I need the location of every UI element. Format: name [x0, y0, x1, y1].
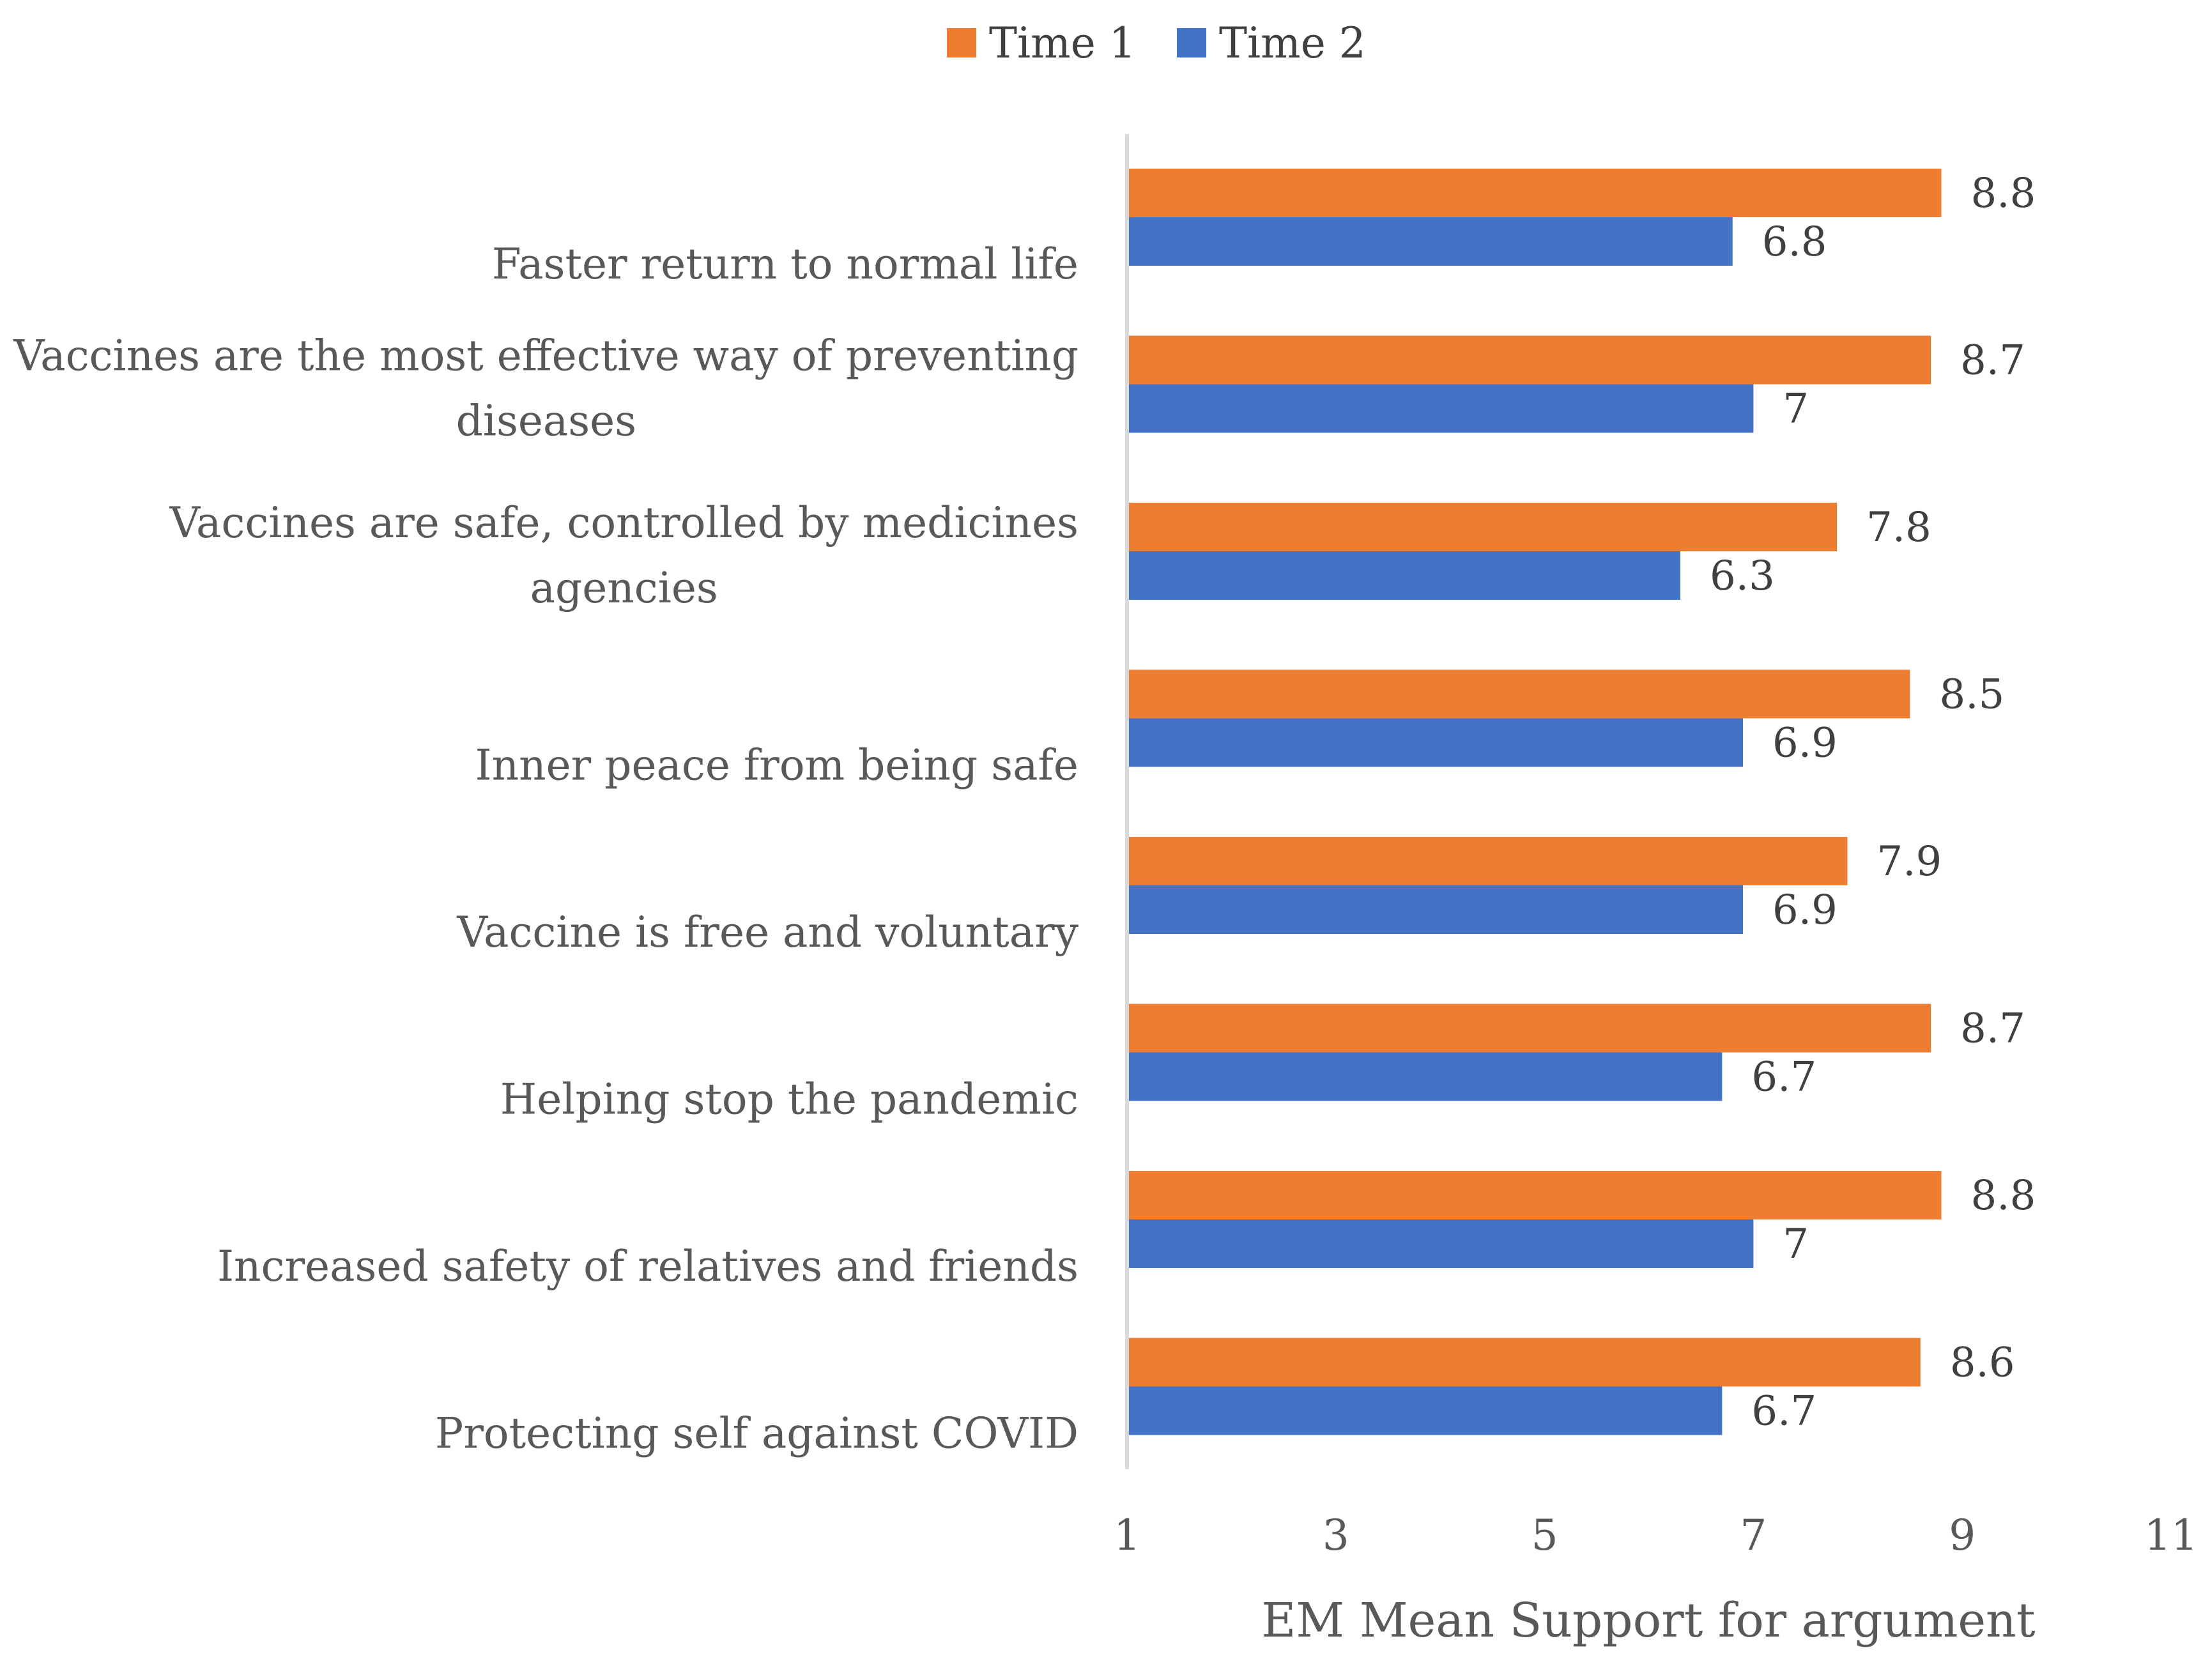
- bar-time-2-4: [1127, 718, 1744, 767]
- x-tick-label: 9: [1949, 1511, 1976, 1560]
- legend-label: Time 1: [989, 19, 1136, 68]
- bar-time-1-8: [1127, 1338, 1921, 1387]
- value-label: 7: [1783, 1221, 1809, 1268]
- value-label: 8.6: [1950, 1340, 2015, 1387]
- category-label: Increased safety of relatives and friend…: [217, 1242, 1078, 1291]
- bar-time-1-7: [1127, 1171, 1942, 1219]
- bar-time-2-5: [1127, 885, 1744, 934]
- bar-time-1-3: [1127, 503, 1838, 551]
- category-label: agencies: [530, 563, 718, 613]
- value-label: 8.5: [1940, 671, 2005, 719]
- bars-group: 8.8 6.8 8.7 7 7.8 6.3 8.5 6.9 7.9 6.9 8.7 6.7 8.8 7 8.…: [1127, 169, 2036, 1435]
- category-label: Helping stop the pandemic: [500, 1075, 1078, 1124]
- x-tick-label: 1: [1114, 1511, 1140, 1560]
- category-labels: Faster return to normal life Vaccines are…: [13, 240, 1079, 1458]
- bar-time-2-2: [1127, 384, 1754, 433]
- value-label: 8.7: [1960, 1005, 2025, 1053]
- category-label: Vaccines are safe, controlled by medicin…: [169, 498, 1078, 547]
- bar-time-2-6: [1127, 1052, 1723, 1101]
- category-label: Vaccines are the most effective way of p…: [13, 332, 1078, 381]
- category-label: diseases: [456, 397, 636, 446]
- value-label: 8.7: [1960, 337, 2025, 385]
- x-axis-title: EM Mean Support for argument: [1261, 1593, 2035, 1648]
- bar-time-2-7: [1127, 1219, 1754, 1268]
- value-label: 7.9: [1876, 838, 1942, 885]
- value-label: 6.9: [1772, 887, 1838, 934]
- category-label: Inner peace from being safe: [475, 741, 1078, 790]
- value-label: 7.8: [1866, 504, 1931, 551]
- legend-swatch-time-1: [947, 28, 976, 57]
- value-label: 6.7: [1751, 1054, 1816, 1101]
- legend-swatch-time-2: [1177, 28, 1206, 57]
- bar-time-2-3: [1127, 551, 1681, 600]
- value-label: 8.8: [1971, 1172, 2036, 1219]
- x-tick-label: 5: [1531, 1511, 1558, 1560]
- legend-label: Time 2: [1219, 19, 1366, 68]
- bar-time-1-4: [1127, 669, 1910, 719]
- bar-time-1-2: [1127, 335, 1931, 385]
- value-label: 8.8: [1971, 170, 2036, 217]
- x-tick-label: 3: [1323, 1511, 1349, 1560]
- bar-time-2-8: [1127, 1386, 1723, 1435]
- x-tick-label: 7: [1740, 1511, 1767, 1560]
- bar-time-1-1: [1127, 169, 1942, 217]
- value-label: 7: [1783, 386, 1809, 433]
- value-label: 6.9: [1772, 720, 1838, 767]
- bar-time-2-1: [1127, 217, 1733, 266]
- category-label: Protecting self against COVID: [435, 1409, 1078, 1458]
- value-label: 6.3: [1710, 553, 1775, 600]
- category-label: Faster return to normal life: [492, 240, 1078, 289]
- value-label: 6.7: [1751, 1388, 1816, 1435]
- x-axis-tick-labels: 1 3 5 7 9 11: [1114, 1511, 2198, 1560]
- x-tick-label: 11: [2144, 1511, 2198, 1560]
- bar-time-1-6: [1127, 1004, 1931, 1053]
- value-label: 6.8: [1762, 218, 1827, 266]
- legend: Time 1 Time 2: [947, 19, 1366, 68]
- bar-time-1-5: [1127, 837, 1848, 885]
- category-label: Vaccine is free and voluntary: [456, 908, 1078, 957]
